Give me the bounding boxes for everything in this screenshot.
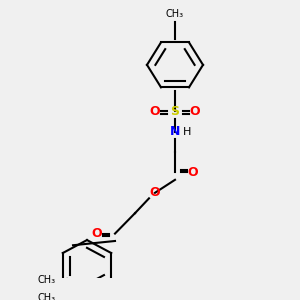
Text: H: H [183, 127, 191, 136]
Text: CH₃: CH₃ [166, 8, 184, 19]
Text: CH₃: CH₃ [38, 275, 56, 285]
Text: O: O [92, 227, 102, 240]
Text: O: O [150, 105, 160, 118]
Text: O: O [150, 186, 160, 199]
Text: O: O [190, 105, 200, 118]
Text: S: S [170, 105, 179, 118]
Text: CH₃: CH₃ [38, 293, 56, 300]
Text: O: O [188, 166, 198, 179]
Text: N: N [170, 125, 180, 138]
